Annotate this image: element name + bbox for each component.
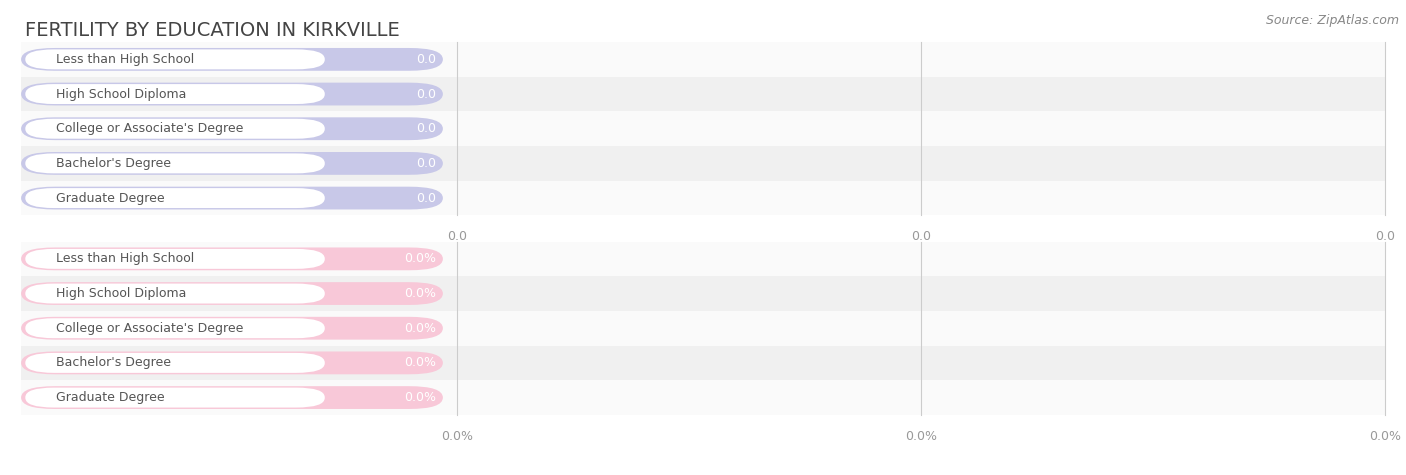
Text: 0.0: 0.0 xyxy=(416,53,436,66)
Text: Graduate Degree: Graduate Degree xyxy=(56,391,165,404)
Bar xyxy=(21,346,1385,380)
Text: FERTILITY BY EDUCATION IN KIRKVILLE: FERTILITY BY EDUCATION IN KIRKVILLE xyxy=(25,21,401,40)
Text: 0.0%: 0.0% xyxy=(1369,430,1400,443)
Text: 0.0%: 0.0% xyxy=(404,356,436,370)
FancyBboxPatch shape xyxy=(21,187,443,209)
Text: 0.0: 0.0 xyxy=(416,122,436,135)
Text: 0.0%: 0.0% xyxy=(404,322,436,335)
FancyBboxPatch shape xyxy=(21,247,443,270)
Text: 0.0: 0.0 xyxy=(416,191,436,205)
Bar xyxy=(21,311,1385,345)
Text: 0.0%: 0.0% xyxy=(441,430,472,443)
Text: 0.0: 0.0 xyxy=(911,230,931,243)
FancyBboxPatch shape xyxy=(25,84,325,104)
FancyBboxPatch shape xyxy=(21,282,443,305)
FancyBboxPatch shape xyxy=(25,388,325,408)
FancyBboxPatch shape xyxy=(25,284,325,304)
Text: College or Associate's Degree: College or Associate's Degree xyxy=(56,122,243,135)
Text: Less than High School: Less than High School xyxy=(56,53,194,66)
FancyBboxPatch shape xyxy=(25,119,325,139)
Text: Less than High School: Less than High School xyxy=(56,252,194,266)
Text: 0.0: 0.0 xyxy=(416,87,436,101)
Text: Bachelor's Degree: Bachelor's Degree xyxy=(56,157,172,170)
Text: 0.0%: 0.0% xyxy=(404,287,436,300)
Bar xyxy=(21,241,1385,276)
FancyBboxPatch shape xyxy=(25,188,325,208)
FancyBboxPatch shape xyxy=(21,83,443,105)
Text: College or Associate's Degree: College or Associate's Degree xyxy=(56,322,243,335)
FancyBboxPatch shape xyxy=(21,48,443,71)
FancyBboxPatch shape xyxy=(25,318,325,338)
Bar xyxy=(21,181,1385,216)
Bar xyxy=(21,77,1385,112)
Bar xyxy=(21,380,1385,415)
FancyBboxPatch shape xyxy=(21,152,443,175)
Bar xyxy=(21,42,1385,76)
FancyBboxPatch shape xyxy=(25,353,325,373)
Bar xyxy=(21,112,1385,146)
Text: Bachelor's Degree: Bachelor's Degree xyxy=(56,356,172,370)
Text: 0.0%: 0.0% xyxy=(404,252,436,266)
Text: 0.0%: 0.0% xyxy=(404,391,436,404)
FancyBboxPatch shape xyxy=(25,49,325,69)
Text: Source: ZipAtlas.com: Source: ZipAtlas.com xyxy=(1265,14,1399,27)
Text: High School Diploma: High School Diploma xyxy=(56,87,187,101)
Text: 0.0: 0.0 xyxy=(447,230,467,243)
FancyBboxPatch shape xyxy=(21,317,443,340)
Text: High School Diploma: High School Diploma xyxy=(56,287,187,300)
Bar xyxy=(21,146,1385,180)
FancyBboxPatch shape xyxy=(21,386,443,409)
Text: 0.0%: 0.0% xyxy=(905,430,936,443)
Bar xyxy=(21,276,1385,311)
FancyBboxPatch shape xyxy=(25,249,325,269)
FancyBboxPatch shape xyxy=(21,117,443,140)
FancyBboxPatch shape xyxy=(21,352,443,374)
Text: Graduate Degree: Graduate Degree xyxy=(56,191,165,205)
FancyBboxPatch shape xyxy=(25,153,325,173)
Text: 0.0: 0.0 xyxy=(1375,230,1395,243)
Text: 0.0: 0.0 xyxy=(416,157,436,170)
